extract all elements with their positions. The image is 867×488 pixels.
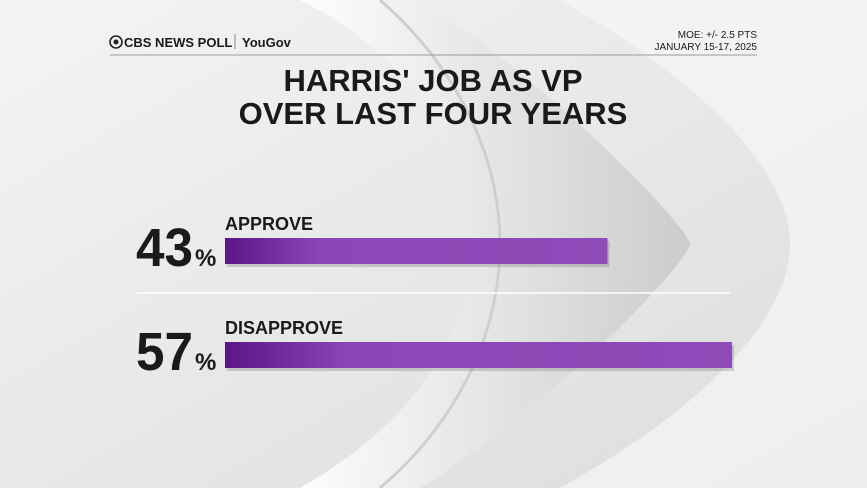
cbs-eye — [109, 35, 123, 49]
source-name: CBS NEWS POLL — [124, 35, 232, 50]
bar — [225, 342, 732, 368]
value-suffix: % — [195, 245, 216, 272]
bar — [225, 238, 608, 264]
category-label: DISAPPROVE — [225, 318, 343, 338]
chart-title: OVER LAST FOUR YEARS — [239, 96, 628, 131]
value-label: 57 — [136, 322, 193, 382]
note: JANUARY 15-17, 2025 — [655, 42, 758, 53]
source-partner: YouGov — [242, 35, 292, 50]
value-suffix: % — [195, 349, 216, 376]
note: MOE: +/- 2.5 PTS — [678, 30, 758, 41]
background-arc — [560, 0, 867, 488]
value-label: 43 — [136, 218, 193, 278]
category-label: APPROVE — [225, 214, 313, 234]
chart-title: HARRIS' JOB AS VP — [283, 63, 582, 98]
